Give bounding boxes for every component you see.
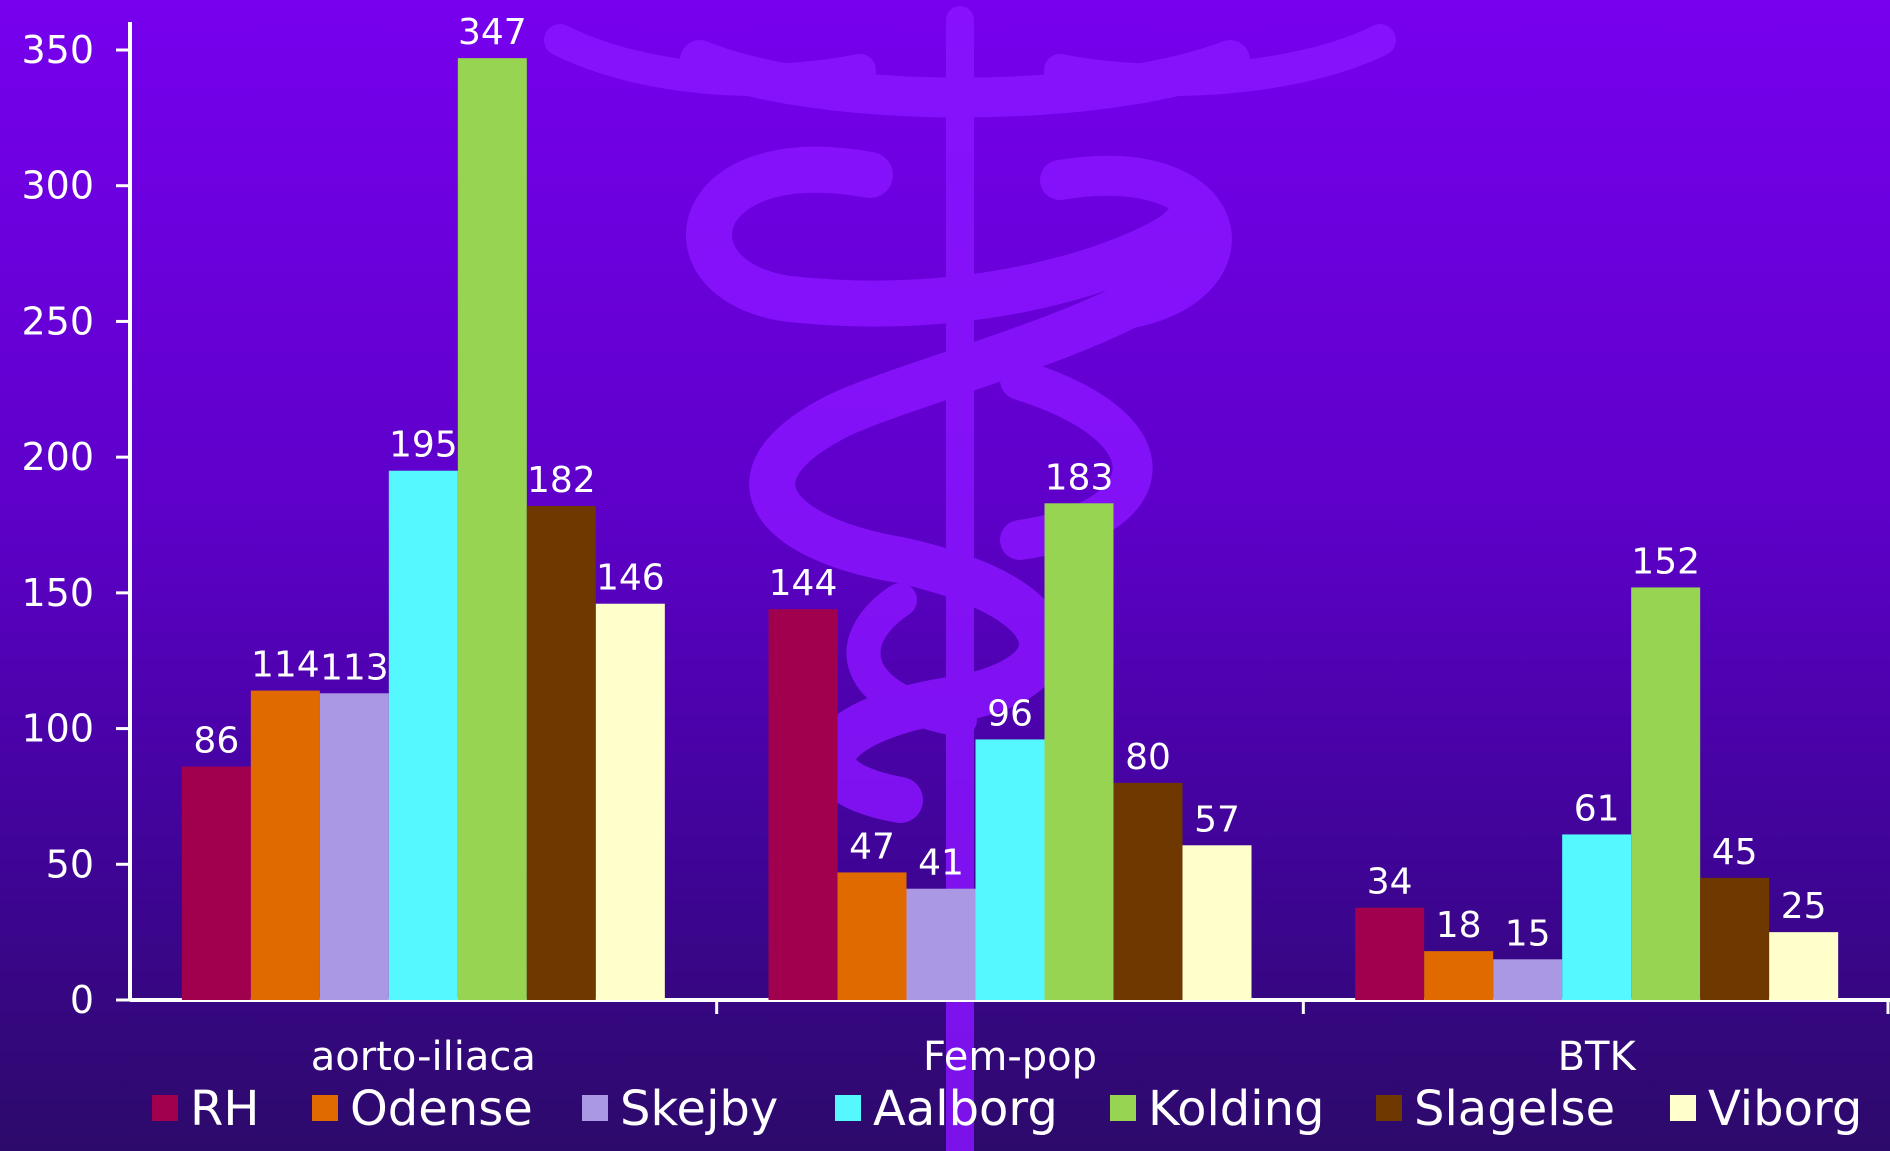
legend-label: Skejby (620, 1081, 778, 1137)
x-category-label: Fem-pop (923, 1034, 1097, 1080)
bar-value-label: 183 (1045, 457, 1114, 498)
x-category-label: aorto-iliaca (311, 1034, 536, 1080)
chart-data-labels: 86 114 113 195 347 182 146 144 47 41 96 183 80 57 34 18… (193, 12, 1826, 954)
y-tick-label: 300 (21, 164, 94, 208)
x-category-label: BTK (1558, 1034, 1638, 1080)
bar-value-label: 47 (849, 826, 895, 867)
bar-value-label: 144 (769, 563, 838, 604)
bar-value-label: 96 (987, 693, 1033, 734)
chart-legend: RH Odense Skejby Aalborg Kolding Slagelse Vibo… (152, 1081, 1862, 1137)
bar-value-label: 195 (389, 425, 458, 466)
bar (526, 506, 596, 1000)
bar-value-label: 41 (918, 843, 964, 884)
bar-value-label: 113 (320, 647, 389, 688)
legend-label: Kolding (1148, 1081, 1324, 1137)
bar (1769, 932, 1839, 1000)
bar (1562, 834, 1632, 1000)
bar (1182, 845, 1252, 1000)
bar-value-label: 18 (1436, 905, 1482, 946)
bar (181, 766, 251, 1000)
y-tick-label: 50 (46, 842, 94, 886)
legend-label: RH (190, 1081, 259, 1137)
bar-value-label: 86 (193, 721, 239, 762)
legend-swatch (152, 1095, 178, 1121)
y-tick-label: 100 (21, 707, 94, 751)
bar (1355, 907, 1425, 1000)
legend-label: Viborg (1708, 1081, 1862, 1137)
legend-label: Odense (350, 1081, 533, 1137)
legend-swatch (1670, 1095, 1696, 1121)
bar-value-label: 182 (527, 460, 596, 501)
legend-swatch (835, 1095, 861, 1121)
bar-value-label: 347 (458, 12, 527, 53)
bar (906, 888, 976, 1000)
y-tick-label: 150 (21, 571, 94, 615)
bar (975, 739, 1045, 1000)
legend-swatch (312, 1095, 338, 1121)
y-tick-label: 0 (70, 978, 94, 1022)
bar (250, 690, 320, 1000)
bar (768, 609, 838, 1000)
bar-value-label: 34 (1367, 862, 1413, 903)
bar (319, 693, 389, 1000)
bar-value-label: 57 (1194, 799, 1240, 840)
bar-value-label: 80 (1125, 737, 1171, 778)
legend-swatch (1110, 1095, 1136, 1121)
bar (837, 872, 907, 1000)
bar (1044, 503, 1114, 1000)
bar (1493, 959, 1563, 1000)
bar-value-label: 146 (596, 558, 665, 599)
y-tick-label: 350 (21, 28, 94, 72)
legend-label: Aalborg (873, 1081, 1058, 1137)
bar-value-label: 152 (1631, 541, 1700, 582)
legend-label: Slagelse (1414, 1081, 1615, 1137)
bar-value-label: 61 (1574, 788, 1620, 829)
legend-swatch (1376, 1095, 1402, 1121)
y-tick-label: 200 (21, 435, 94, 479)
bar (1113, 782, 1183, 1000)
y-tick-label: 250 (21, 299, 94, 343)
chart-bars (181, 58, 1839, 1000)
bar (457, 58, 527, 1000)
bar (1424, 951, 1494, 1000)
bar (388, 470, 458, 1000)
legend-swatch (582, 1095, 608, 1121)
bar (595, 603, 665, 1000)
bar-value-label: 45 (1712, 832, 1758, 873)
bar-value-label: 114 (251, 645, 320, 686)
bar (1631, 587, 1701, 1000)
bar-value-label: 25 (1781, 886, 1827, 927)
bar (1700, 877, 1770, 1000)
bar-value-label: 15 (1505, 913, 1551, 954)
